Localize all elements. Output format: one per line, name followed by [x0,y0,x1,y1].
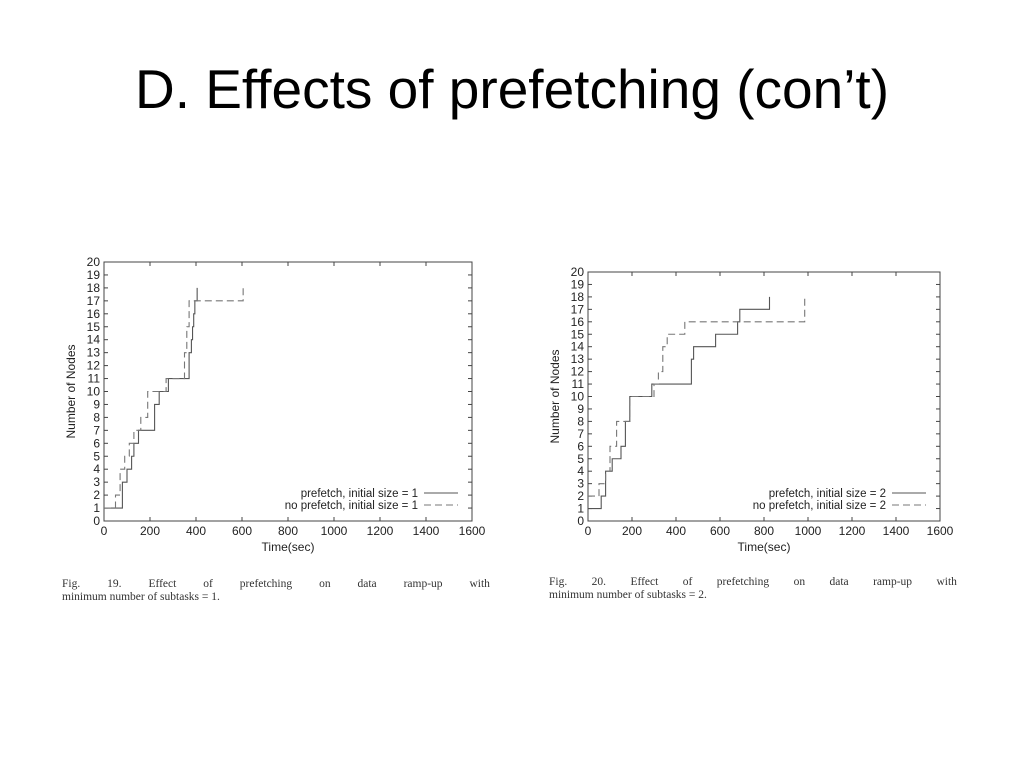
y-tick-label: 16 [571,315,585,329]
legend-label: no prefetch, initial size = 1 [285,500,418,512]
y-tick-label: 14 [571,340,585,354]
x-tick-label: 1600 [459,524,486,538]
caption-word: on [793,576,806,588]
y-tick-label: 9 [577,402,584,416]
caption-line1: Fig. 20. Effect of prefetching on data r… [549,576,957,589]
y-tick-label: 2 [93,488,100,502]
x-tick-label: 200 [622,524,642,538]
x-tick-label: 600 [232,524,252,538]
x-tick-label: 800 [278,524,298,538]
caption-word: prefetching [239,578,293,590]
x-tick-label: 1200 [839,524,866,538]
legend-label: prefetch, initial size = 1 [301,488,418,500]
x-tick-label: 0 [585,524,592,538]
y-tick-label: 19 [571,277,585,291]
y-tick-label: 13 [87,346,101,360]
x-tick-label: 1000 [321,524,348,538]
y-tick-label: 2 [577,489,584,503]
y-tick-label: 8 [93,410,100,424]
caption-line2: minimum number of subtasks = 2. [549,589,707,601]
x-tick-label: 400 [186,524,206,538]
caption-word: on [319,578,331,590]
y-tick-label: 6 [93,436,100,450]
y-tick-label: 18 [571,290,585,304]
y-tick-label: 10 [571,390,585,404]
y-tick-label: 9 [93,397,100,411]
x-tick-label: 600 [710,524,730,538]
caption-fig-19: Fig. 19. Effect of prefetching on data r… [62,578,490,604]
caption-fig-20: Fig. 20. Effect of prefetching on data r… [549,576,957,602]
y-tick-label: 17 [571,302,585,316]
y-tick-label: 7 [577,427,584,441]
y-tick-label: 17 [87,294,101,308]
y-tick-label: 14 [87,333,101,347]
y-tick-label: 0 [93,514,100,528]
y-tick-label: 18 [87,281,101,295]
y-tick-label: 20 [87,255,101,269]
caption-word: Effect [630,576,659,588]
chart-fig-19: 0 200 400 600 800 1000 1200 1400 160001234567891… [64,255,486,554]
y-tick-label: 12 [87,359,101,373]
y-tick-label: 16 [87,307,101,321]
y-tick-label: 15 [87,320,101,334]
series-line-prefetch [588,296,771,510]
y-tick-label: 5 [577,452,584,466]
caption-line2: minimum number of subtasks = 1. [62,591,220,603]
y-tick-label: 3 [577,477,584,491]
caption-word: with [936,576,957,588]
y-tick-label: 12 [571,365,585,379]
caption-word: 19. [107,578,122,590]
y-tick-label: 10 [87,385,101,399]
x-tick-label: 200 [140,524,160,538]
caption-word: ramp-up [873,576,913,588]
y-tick-label: 6 [577,439,584,453]
caption-word: prefetching [716,576,770,588]
series-line-prefetch [104,287,198,509]
x-tick-label: 1600 [927,524,954,538]
x-tick-label: 400 [666,524,686,538]
x-tick-label: 1400 [413,524,440,538]
y-tick-label: 11 [88,372,101,386]
y-tick-label: 7 [93,423,100,437]
x-tick-label: 1000 [795,524,822,538]
x-tick-label: 800 [754,524,774,538]
y-tick-label: 11 [572,377,585,391]
y-axis-label: Number of Nodes [64,344,78,438]
series-line-no-prefetch [588,296,806,497]
caption-word: with [469,578,490,590]
slide-title: D. Effects of prefetching (con’t) [134,58,890,120]
series-line-no-prefetch [104,287,244,509]
y-tick-label: 3 [93,475,100,489]
y-tick-label: 0 [577,514,584,528]
legend-label: no prefetch, initial size = 2 [753,500,886,512]
y-tick-label: 4 [577,464,584,478]
caption-word: Fig. [62,578,81,590]
x-tick-label: 0 [101,524,108,538]
y-tick-label: 1 [93,501,100,515]
y-tick-label: 1 [577,502,584,516]
caption-line1: Fig. 19. Effect of prefetching on data r… [62,578,490,591]
caption-word: 20. [591,576,607,588]
y-axis-label: Number of Nodes [548,349,562,443]
y-tick-label: 15 [571,327,585,341]
caption-word: data [357,578,377,590]
caption-word: Fig. [549,576,568,588]
x-tick-label: 1400 [883,524,910,538]
y-tick-label: 20 [571,265,585,279]
y-tick-label: 4 [93,462,100,476]
caption-word: of [682,576,693,588]
y-tick-label: 19 [87,268,101,282]
y-tick-label: 8 [577,414,584,428]
legend-label: prefetch, initial size = 2 [769,488,886,500]
caption-word: ramp-up [403,578,443,590]
caption-word: data [829,576,849,588]
y-tick-label: 5 [93,449,100,463]
caption-word: Effect [148,578,177,590]
x-axis-label: Time(sec) [738,540,791,554]
chart-fig-20: 0 200 400 600 800 1000 1200 1400 160001234567891… [548,265,954,554]
y-tick-label: 13 [571,352,585,366]
caption-word: of [203,578,213,590]
x-axis-label: Time(sec) [262,540,315,554]
x-tick-label: 1200 [367,524,394,538]
